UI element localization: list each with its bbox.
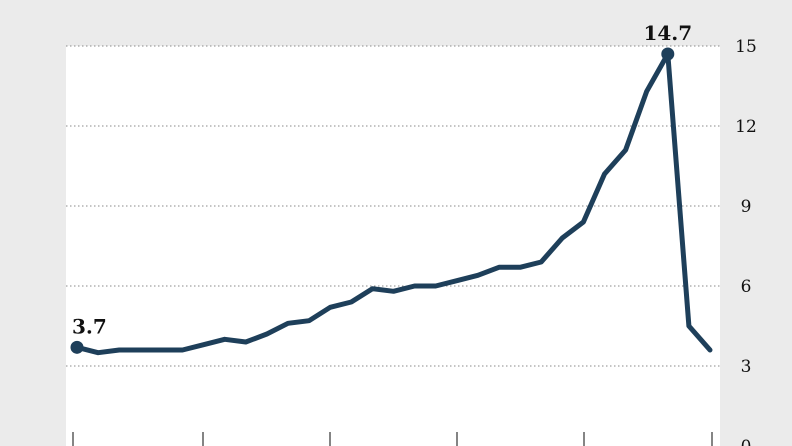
- y-tick-label-3: 3: [741, 357, 752, 377]
- series-line: [74, 51, 713, 356]
- data-point-marker: [70, 340, 84, 354]
- plot-area: [66, 46, 720, 446]
- data-label: 3.7: [72, 314, 107, 338]
- y-tick-label-6: 6: [741, 277, 752, 297]
- annotations-group: 3.7 14.7: [70, 21, 692, 354]
- data-point-marker: [661, 47, 675, 61]
- y-tick-label-9: 9: [741, 197, 752, 217]
- y-tick-label-12: 12: [735, 117, 757, 137]
- y-tick-label-0: 0: [741, 437, 752, 446]
- gridlines: [66, 45, 720, 367]
- y-axis-tick-labels: 0 3 6 9 12 15: [735, 37, 757, 446]
- x-axis-ticks: [72, 432, 713, 446]
- series-group: [74, 51, 713, 356]
- y-tick-label-15: 15: [735, 37, 757, 57]
- data-label: 14.7: [643, 21, 692, 45]
